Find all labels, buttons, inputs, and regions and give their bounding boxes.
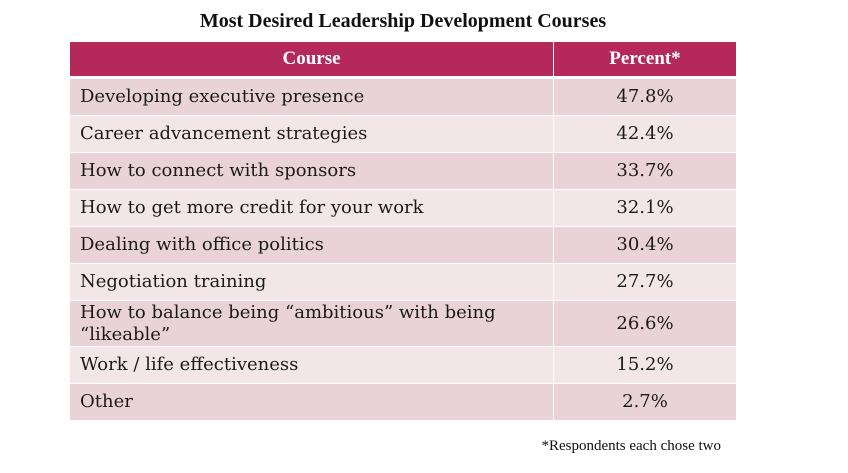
percent-cell: 15.2% [554, 347, 736, 384]
table-row: How to connect with sponsors 33.7% [70, 153, 736, 190]
table-body: Developing executive presence 47.8% Career… [70, 79, 736, 421]
table-row: Work / life effectiveness 15.2% [70, 347, 736, 384]
table-row: Developing executive presence 47.8% [70, 79, 736, 116]
table-row: How to balance being “ambitious” with be… [70, 301, 736, 347]
footnote: *Respondents each chose two [541, 438, 721, 454]
course-cell: Developing executive presence [70, 79, 554, 116]
chart-title: Most Desired Leadership Development Cour… [199, 10, 607, 32]
percent-cell: 32.1% [554, 190, 736, 227]
percent-cell: 26.6% [554, 301, 736, 347]
course-cell: How to get more credit for your work [70, 190, 554, 227]
percent-cell: 30.4% [554, 227, 736, 264]
table-header-row: Course Percent* [70, 42, 736, 79]
table-row: Negotiation training 27.7% [70, 264, 736, 301]
table-row: Other 2.7% [70, 384, 736, 421]
percent-cell: 27.7% [554, 264, 736, 301]
table-row: Career advancement strategies 42.4% [70, 116, 736, 153]
percent-cell: 42.4% [554, 116, 736, 153]
percent-cell: 2.7% [554, 384, 736, 421]
course-cell: Dealing with office politics [70, 227, 554, 264]
percent-cell: 47.8% [554, 79, 736, 116]
course-cell: Other [70, 384, 554, 421]
courses-table: Course Percent* Developing executive pre… [70, 42, 736, 421]
column-header-course: Course [70, 42, 554, 79]
column-header-percent: Percent* [554, 42, 736, 79]
course-cell: Career advancement strategies [70, 116, 554, 153]
course-cell: How to connect with sponsors [70, 153, 554, 190]
table-row: How to get more credit for your work 32.1… [70, 190, 736, 227]
course-cell: Negotiation training [70, 264, 554, 301]
course-cell: How to balance being “ambitious” with be… [70, 301, 554, 347]
course-cell: Work / life effectiveness [70, 347, 554, 384]
percent-cell: 33.7% [554, 153, 736, 190]
table-row: Dealing with office politics 30.4% [70, 227, 736, 264]
